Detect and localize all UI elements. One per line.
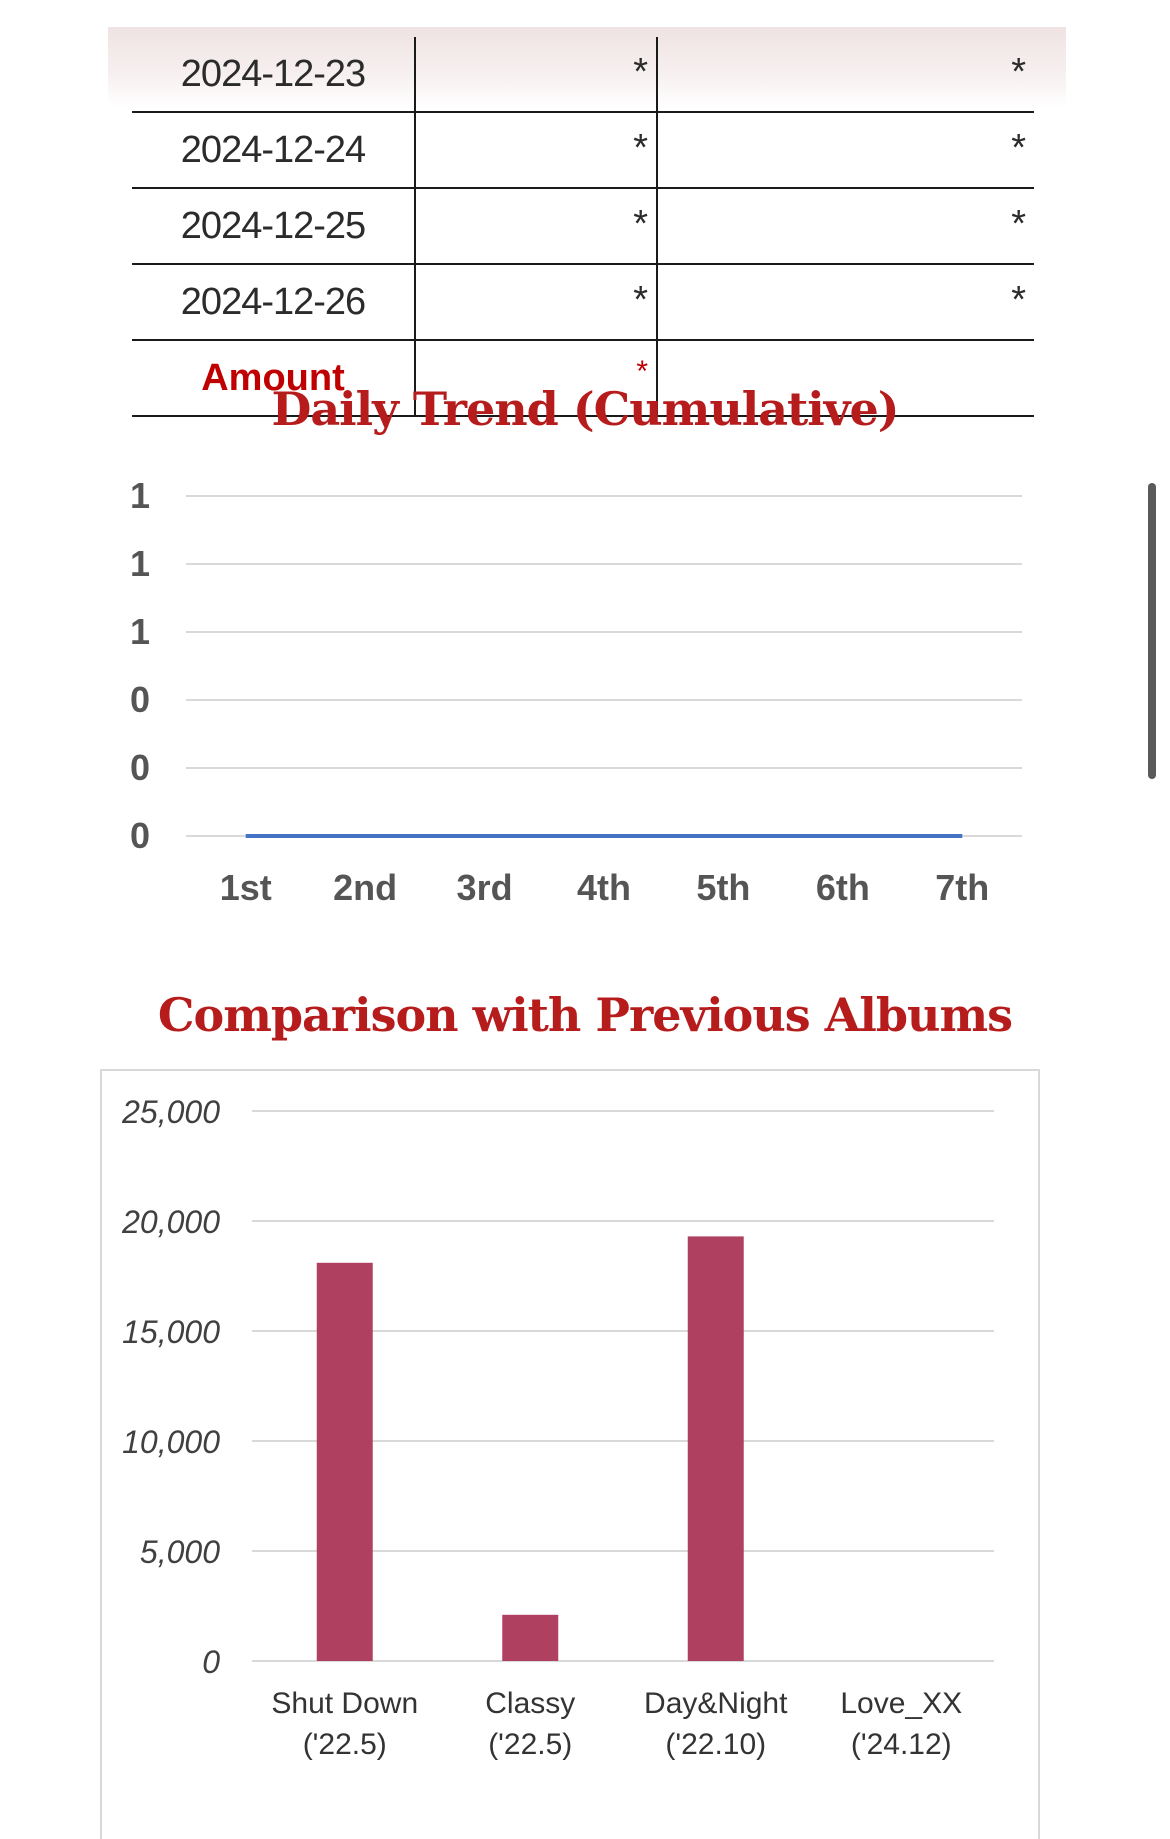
y-tick-label: 1 xyxy=(130,475,150,516)
date-cell: 2024-12-25 xyxy=(132,188,415,265)
value-cell: * xyxy=(656,264,1034,341)
y-tick-label: 10,000 xyxy=(122,1424,220,1460)
x-tick-label: ('22.5) xyxy=(488,1728,572,1761)
y-tick-label: 0 xyxy=(130,747,150,788)
scrollbar[interactable] xyxy=(1148,483,1156,779)
x-tick-label: Shut Down xyxy=(271,1687,418,1720)
bar xyxy=(316,1262,373,1661)
y-tick-label: 0 xyxy=(202,1644,220,1680)
sales-table-section: 2024-12-23 * * 2024-12-24 * * 2024-12-25… xyxy=(108,27,1066,417)
y-tick-label: 15,000 xyxy=(122,1314,220,1350)
x-tick-label: ('22.10) xyxy=(665,1728,766,1761)
table-row: 2024-12-26 * * xyxy=(132,264,1034,341)
value-cell: * xyxy=(414,188,657,265)
table-row: 2024-12-24 * * xyxy=(132,112,1034,189)
x-tick-label: Day&Night xyxy=(644,1687,788,1720)
bar-chart-title: Comparison with Previous Albums xyxy=(157,988,1013,1042)
line-chart: 0 0 0 1 1 1 1st 2nd 3rd 4th 5th 6th 7th xyxy=(130,475,1022,908)
date-cell: 2024-12-24 xyxy=(132,112,415,189)
amount-label: Amount xyxy=(132,340,415,417)
date-cell: 2024-12-26 xyxy=(132,264,415,341)
date-cell: 2024-12-23 xyxy=(132,37,415,113)
x-tick-label: 5th xyxy=(696,867,750,908)
table-row: 2024-12-25 * * xyxy=(132,188,1034,265)
x-tick-label: 1st xyxy=(220,867,272,908)
y-tick-label: 20,000 xyxy=(121,1204,220,1240)
bar xyxy=(687,1236,744,1661)
value-cell: * xyxy=(656,37,1034,113)
line-chart-title: Daily Trend (Cumulative) xyxy=(271,382,899,436)
x-tick-label: 4th xyxy=(577,867,631,908)
y-tick-label: 25,000 xyxy=(121,1094,220,1130)
y-tick-label: 0 xyxy=(130,679,150,720)
x-tick-label: 2nd xyxy=(333,867,397,908)
value-cell: * xyxy=(414,264,657,341)
x-tick-label: Love_XX xyxy=(840,1687,962,1720)
bar xyxy=(502,1614,559,1661)
value-cell: * xyxy=(414,112,657,189)
y-tick-label: 5,000 xyxy=(140,1534,220,1570)
x-tick-label: 3rd xyxy=(457,867,513,908)
x-tick-label: 7th xyxy=(935,867,989,908)
bar-chart: 0 5,000 10,000 15,000 20,000 25,000 Shut Down (… xyxy=(100,1069,1040,1839)
y-tick-label: 1 xyxy=(130,611,150,652)
value-cell: * xyxy=(656,188,1034,265)
plot-frame xyxy=(100,1069,1040,1839)
x-tick-label: ('24.12) xyxy=(851,1728,952,1761)
x-tick-label: 6th xyxy=(816,867,870,908)
y-tick-label: 1 xyxy=(130,543,150,584)
y-tick-label: 0 xyxy=(130,815,150,856)
amount-value-2 xyxy=(656,340,1034,417)
value-cell: * xyxy=(656,112,1034,189)
table-total-row: Amount * xyxy=(132,340,1034,417)
amount-value: * xyxy=(414,340,657,417)
x-tick-label: ('22.5) xyxy=(303,1728,387,1761)
value-cell: * xyxy=(414,37,657,113)
x-tick-label: Classy xyxy=(485,1687,575,1720)
table-row: 2024-12-23 * * xyxy=(132,37,1034,113)
sales-table: 2024-12-23 * * 2024-12-24 * * 2024-12-25… xyxy=(132,37,1034,417)
